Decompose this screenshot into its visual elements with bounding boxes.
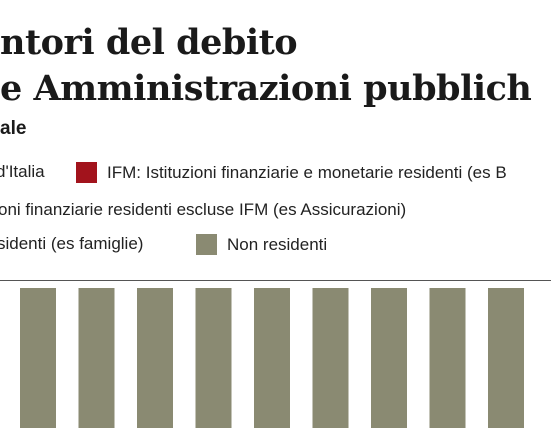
- bar-segment-non-res: [488, 288, 524, 428]
- legend-label: d'Italia: [0, 162, 45, 181]
- bar-segment-non-res: [195, 288, 232, 428]
- legend-label: Non residenti: [227, 234, 328, 254]
- bar-segment-non-res: [429, 288, 466, 428]
- chart-subtitle: ale: [0, 118, 27, 139]
- chart-title-line-2: e Amministrazioni pubblich: [0, 68, 532, 109]
- legend-item-altre-finanziarie: oni finanziarie residenti escluse IFM (e…: [0, 200, 406, 220]
- legend-label: sidenti (es famiglie): [0, 234, 144, 253]
- stacked-bar-chart: [0, 280, 551, 428]
- legend-item-banca-italia: d'Italia: [0, 162, 45, 182]
- bar-segment-non-res: [371, 288, 407, 428]
- legend-label: oni finanziarie residenti escluse IFM (e…: [0, 200, 407, 219]
- legend-item-non-residenti: Non residenti: [196, 234, 327, 255]
- chart-title-line-1: ntori del debito: [0, 22, 298, 63]
- legend-item-altri-residenti: sidenti (es famiglie): [0, 234, 143, 254]
- bar-segment-non-res: [137, 288, 173, 428]
- bar-segment-non-res: [78, 288, 115, 428]
- bar-segment-non-res: [254, 288, 290, 428]
- bar-segment-non-res: [20, 288, 56, 428]
- legend-swatch-ifm: [76, 162, 97, 183]
- bars-group: [20, 288, 524, 428]
- legend-item-ifm: IFM: Istituzioni finanziarie e monetarie…: [76, 162, 507, 183]
- legend-swatch-non-residenti: [196, 234, 217, 255]
- legend-label: IFM: Istituzioni finanziarie e monetarie…: [107, 162, 507, 182]
- bar-segment-non-res: [312, 288, 349, 428]
